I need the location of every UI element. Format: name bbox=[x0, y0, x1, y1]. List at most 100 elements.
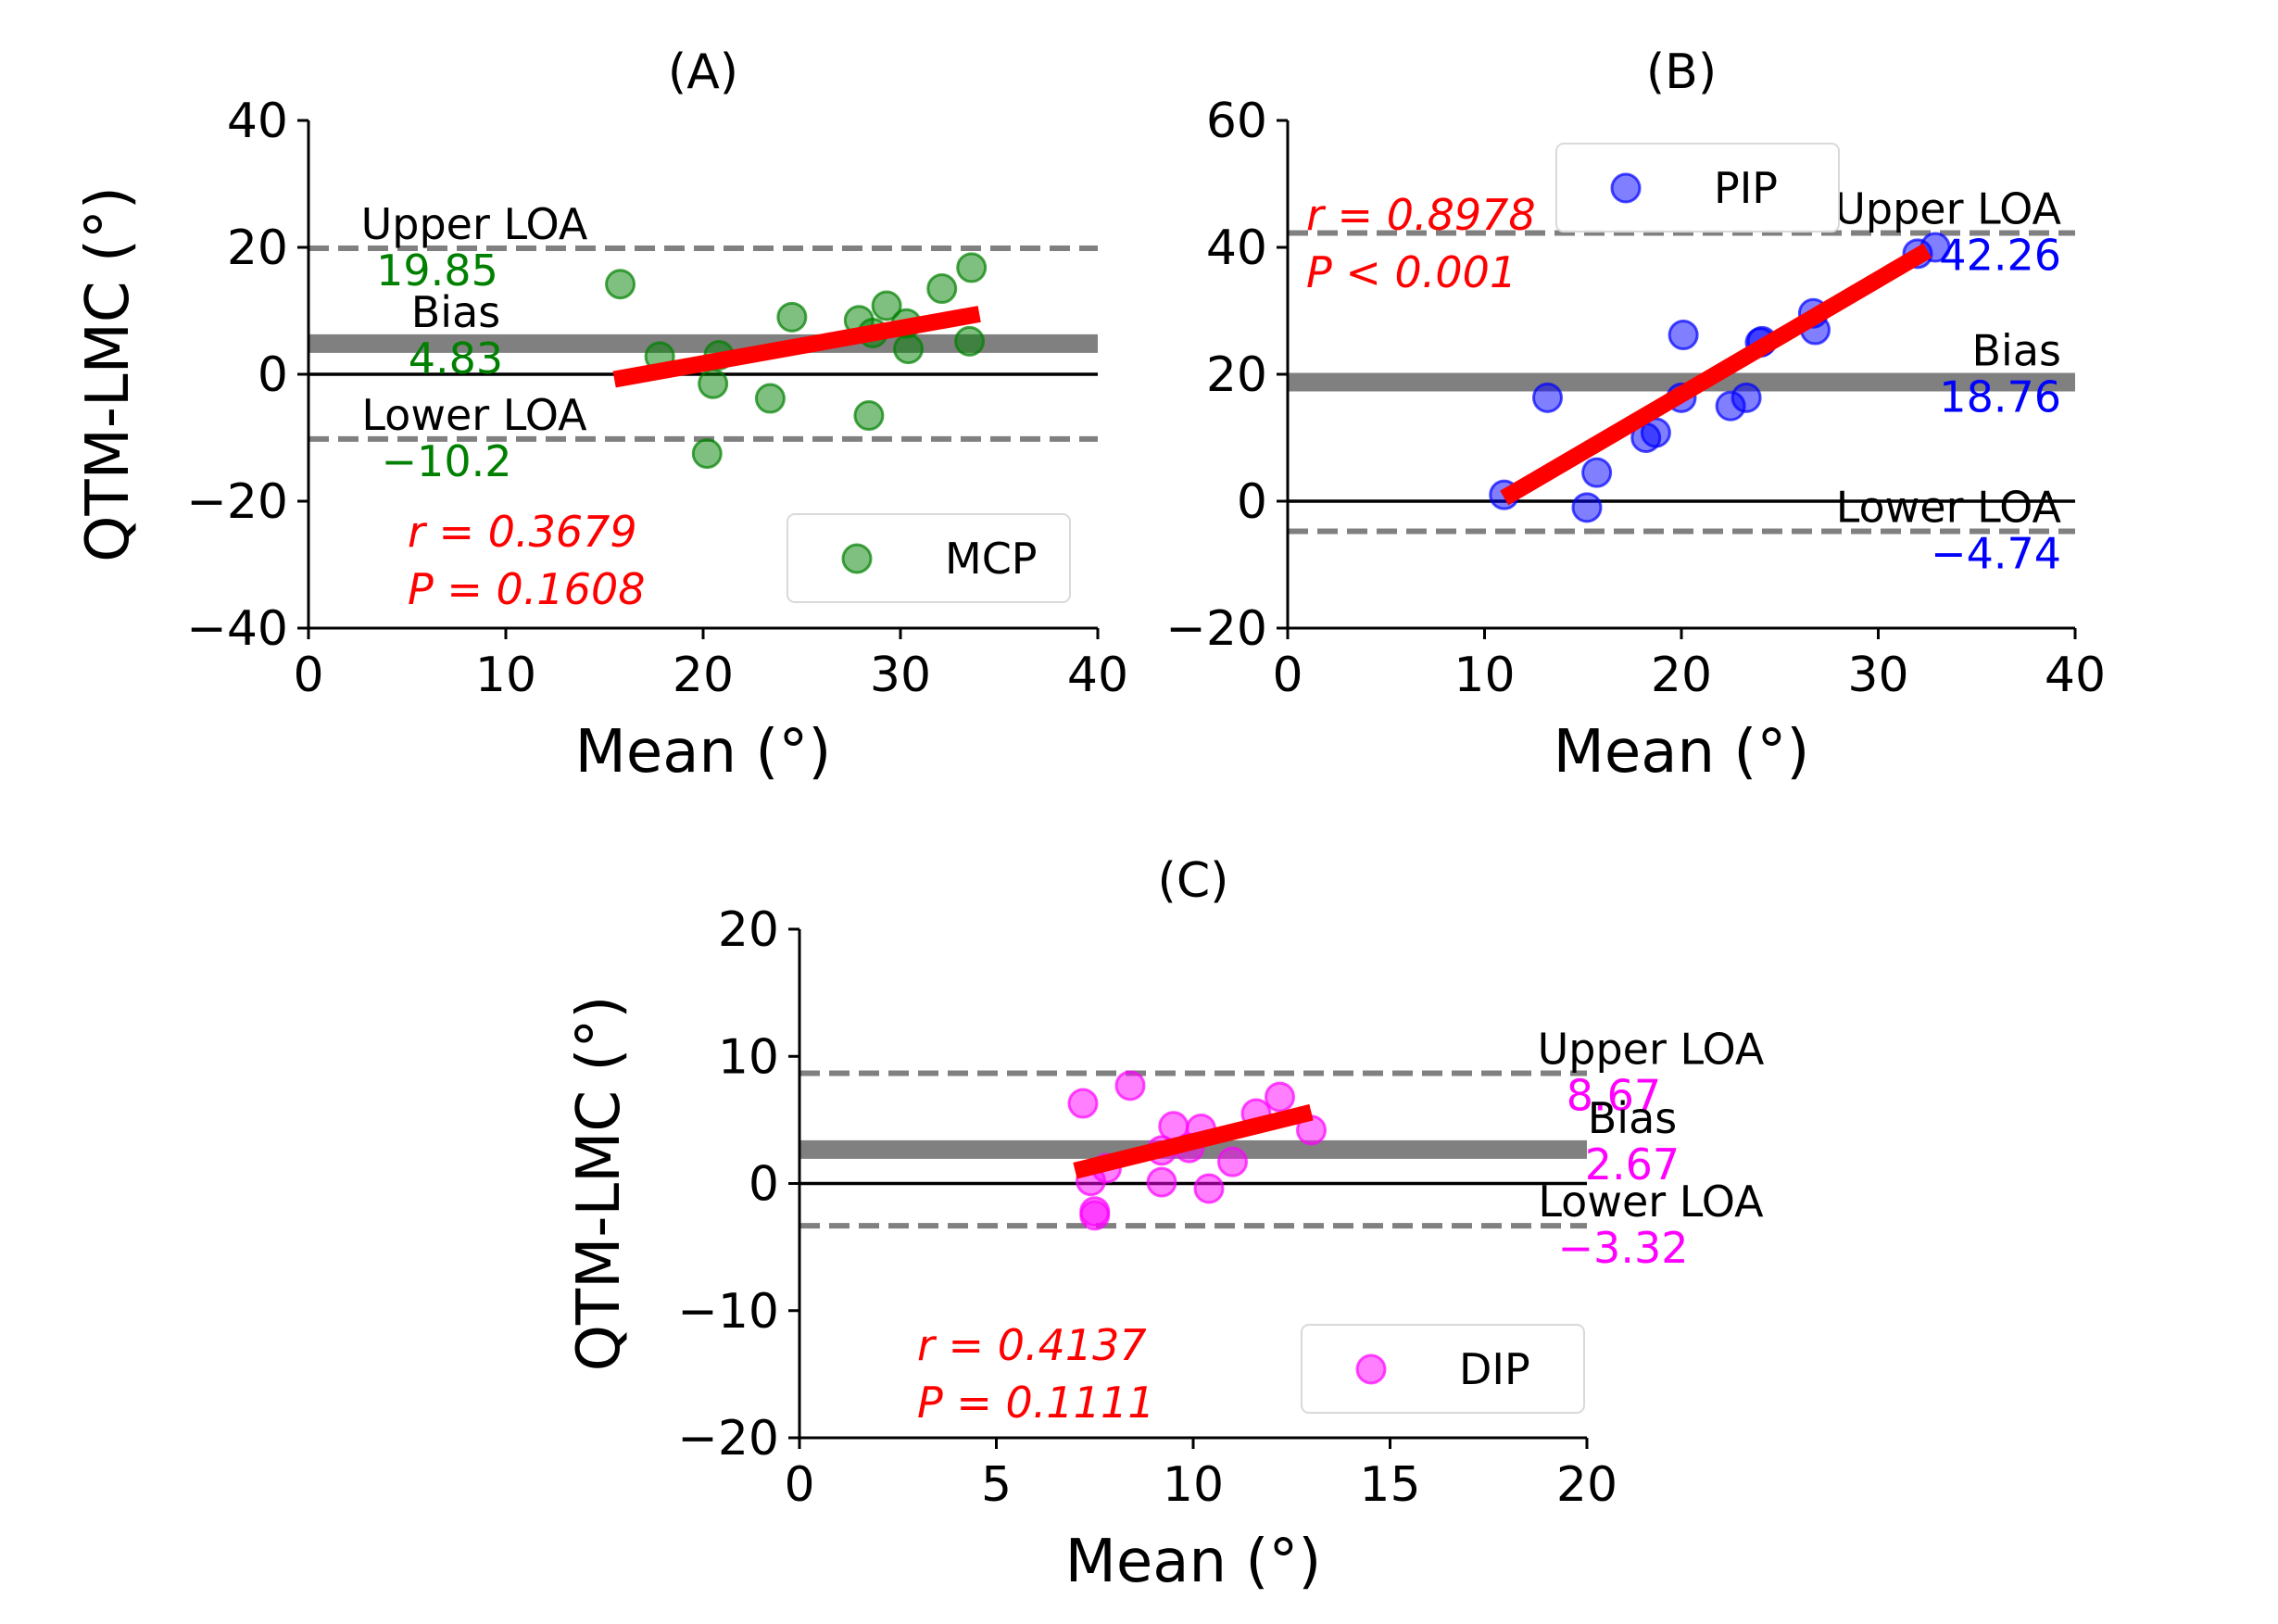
y-tick-label: 10 bbox=[718, 1029, 779, 1085]
x-tick-label: 0 bbox=[784, 1457, 814, 1513]
bias-value: 2.67 bbox=[1585, 1139, 1680, 1190]
p-statistic: P = 0.1608 bbox=[408, 564, 645, 614]
x-tick-label: 15 bbox=[1359, 1457, 1420, 1513]
upper-loa-label: Upper LOA bbox=[1538, 1025, 1765, 1075]
x-tick-label: 30 bbox=[1847, 648, 1908, 703]
lower-loa-value: −3.32 bbox=[1558, 1223, 1689, 1273]
lower-loa-label: Lower LOA bbox=[1836, 482, 2062, 532]
x-tick-label: 10 bbox=[1163, 1457, 1224, 1513]
x-tick-label: 10 bbox=[475, 648, 536, 703]
y-tick-label: 40 bbox=[227, 94, 288, 149]
x-tick-label: 5 bbox=[981, 1457, 1012, 1513]
data-point bbox=[893, 334, 925, 365]
lower-loa-value: −4.74 bbox=[1931, 528, 2061, 578]
panel-title: (B) bbox=[1646, 44, 1717, 100]
data-point bbox=[1067, 1088, 1099, 1119]
r-statistic: r = 0.3679 bbox=[408, 507, 637, 557]
upper-loa-label: Upper LOA bbox=[361, 199, 588, 249]
panel-a: (A) 0 10 20 30 40 40 20 0 −20 −40 Mean (°) QTM-LMC (… bbox=[74, 44, 1128, 787]
y-axis-label: QTM-LMC (°) bbox=[74, 186, 143, 562]
legend-box bbox=[1555, 143, 1840, 233]
bias-label: Bias bbox=[411, 287, 501, 337]
p-statistic: P = 0.1111 bbox=[917, 1378, 1154, 1428]
r-statistic: r = 0.4137 bbox=[917, 1320, 1147, 1370]
data-point bbox=[605, 269, 636, 300]
data-point bbox=[754, 383, 786, 414]
y-tick-label: −20 bbox=[186, 474, 288, 530]
lower-loa-label: Lower LOA bbox=[361, 390, 587, 440]
panel-title: (C) bbox=[1158, 853, 1229, 909]
data-point bbox=[1217, 1146, 1248, 1177]
x-tick-label: 10 bbox=[1454, 648, 1515, 703]
data-point bbox=[1146, 1166, 1177, 1198]
x-tick-label: 20 bbox=[1651, 648, 1712, 703]
data-point bbox=[776, 301, 808, 333]
data-point bbox=[954, 325, 986, 357]
regression-line bbox=[612, 306, 981, 388]
x-tick-label: 20 bbox=[1556, 1457, 1617, 1513]
p-statistic: P < 0.001 bbox=[1306, 247, 1517, 297]
data-point bbox=[1079, 1196, 1111, 1227]
data-point bbox=[691, 438, 723, 470]
legend-marker bbox=[841, 543, 873, 574]
data-point bbox=[956, 252, 988, 283]
x-tick-label: 0 bbox=[1272, 648, 1303, 703]
data-point bbox=[1193, 1173, 1225, 1204]
lower-loa-label: Lower LOA bbox=[1538, 1177, 1764, 1227]
x-axis-label: Mean (°) bbox=[1554, 718, 1810, 787]
bias-label: Bias bbox=[1588, 1093, 1678, 1143]
y-tick-label: 0 bbox=[1237, 474, 1267, 530]
x-tick-label: 30 bbox=[870, 648, 931, 703]
upper-loa-value: 19.85 bbox=[376, 245, 498, 296]
regression-line bbox=[1073, 1103, 1314, 1179]
data-point bbox=[1265, 1081, 1295, 1113]
y-tick-label: −20 bbox=[1165, 601, 1267, 657]
legend-label: DIP bbox=[1459, 1344, 1530, 1394]
x-tick-label: 20 bbox=[673, 648, 734, 703]
y-tick-label: 60 bbox=[1206, 94, 1267, 149]
x-tick-label: 40 bbox=[2045, 648, 2106, 703]
y-tick-label: 20 bbox=[1206, 347, 1267, 403]
data-point bbox=[1114, 1070, 1146, 1102]
y-tick-label: −10 bbox=[677, 1284, 779, 1340]
data-point bbox=[1731, 382, 1762, 413]
upper-loa-label: Upper LOA bbox=[1834, 184, 2061, 234]
y-tick-label: 0 bbox=[749, 1157, 779, 1213]
legend-box bbox=[1301, 1324, 1585, 1414]
upper-loa-value: 42.26 bbox=[1939, 231, 2061, 281]
y-tick-label: 20 bbox=[718, 902, 779, 958]
x-tick-label: 40 bbox=[1067, 648, 1128, 703]
data-point bbox=[853, 400, 885, 432]
x-axis-label: Mean (°) bbox=[575, 718, 832, 787]
y-tick-label: 20 bbox=[227, 220, 288, 276]
legend-box bbox=[787, 513, 1071, 603]
data-point bbox=[1571, 492, 1603, 523]
data-point bbox=[926, 273, 958, 305]
data-point bbox=[698, 368, 729, 399]
legend-label: MCP bbox=[945, 534, 1038, 584]
data-point bbox=[1668, 320, 1699, 351]
legend-marker bbox=[1355, 1353, 1387, 1385]
data-point bbox=[871, 290, 902, 321]
y-axis-label: QTM-LMC (°) bbox=[565, 996, 634, 1372]
y-tick-label: 40 bbox=[1206, 220, 1267, 276]
y-tick-label: 0 bbox=[258, 347, 288, 403]
upper-loa-value: 8.67 bbox=[1567, 1071, 1661, 1121]
legend-marker bbox=[1610, 172, 1642, 204]
r-statistic: r = 0.8978 bbox=[1306, 190, 1536, 240]
bias-value: 4.83 bbox=[409, 334, 503, 384]
bias-label: Bias bbox=[1972, 325, 2062, 375]
panel-title: (A) bbox=[668, 44, 738, 100]
data-point bbox=[1532, 382, 1563, 413]
lower-loa-value: −10.2 bbox=[382, 436, 512, 486]
data-point bbox=[1581, 457, 1613, 488]
x-tick-label: 0 bbox=[293, 648, 323, 703]
legend-label: PIP bbox=[1714, 163, 1778, 213]
regression-line bbox=[1500, 243, 1932, 506]
y-tick-label: −20 bbox=[677, 1411, 779, 1467]
x-axis-label: Mean (°) bbox=[1065, 1528, 1322, 1596]
y-tick-label: −40 bbox=[186, 601, 288, 657]
bias-value: 18.76 bbox=[1939, 371, 2061, 422]
